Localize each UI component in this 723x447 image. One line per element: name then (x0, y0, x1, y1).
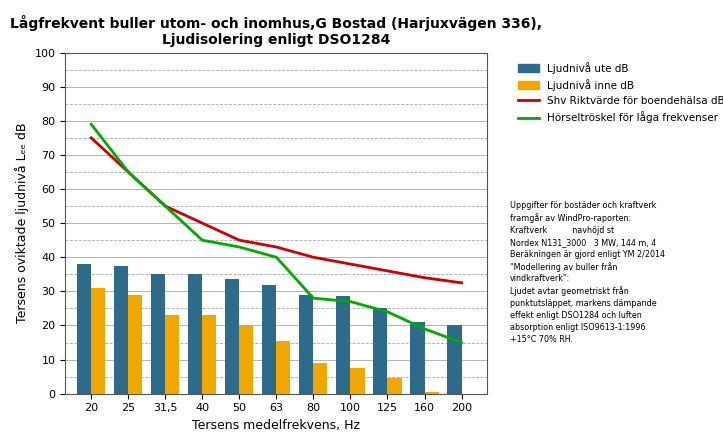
Bar (424, 392, 439, 394)
Bar (188, 274, 202, 394)
Bar (299, 295, 313, 394)
Bar (313, 363, 328, 394)
Bar (114, 266, 128, 394)
Y-axis label: Tersens oviktade ljudnivå Lₑₑ dB: Tersens oviktade ljudnivå Lₑₑ dB (15, 123, 29, 323)
X-axis label: Tersens medelfrekvens, Hz: Tersens medelfrekvens, Hz (192, 419, 360, 432)
Bar (226, 279, 239, 394)
Bar (77, 264, 91, 394)
Bar (239, 325, 253, 394)
Bar (276, 341, 291, 394)
Legend: Ljudnivå ute dB, Ljudnivå inne dB, Shv Riktvärde för boendehälsa dB, Hörseltrösk: Ljudnivå ute dB, Ljudnivå inne dB, Shv R… (515, 59, 723, 127)
Bar (336, 296, 351, 394)
Text: Uppgifter för bostäder och kraftverk
framgår av WindPro-raporten:
Kraftverk     : Uppgifter för bostäder och kraftverk fra… (510, 201, 664, 344)
Bar (202, 315, 216, 394)
Bar (373, 308, 388, 394)
Bar (351, 368, 364, 394)
Bar (262, 285, 276, 394)
Bar (91, 288, 106, 394)
Title: Lågfrekvent buller utom- och inomhus,G Bostad (Harjuxvägen 336),
Ljudisolering e: Lågfrekvent buller utom- och inomhus,G B… (10, 15, 542, 47)
Bar (151, 274, 166, 394)
Bar (166, 315, 179, 394)
Bar (128, 295, 142, 394)
Bar (388, 378, 401, 394)
Bar (448, 325, 461, 394)
Bar (411, 322, 424, 394)
